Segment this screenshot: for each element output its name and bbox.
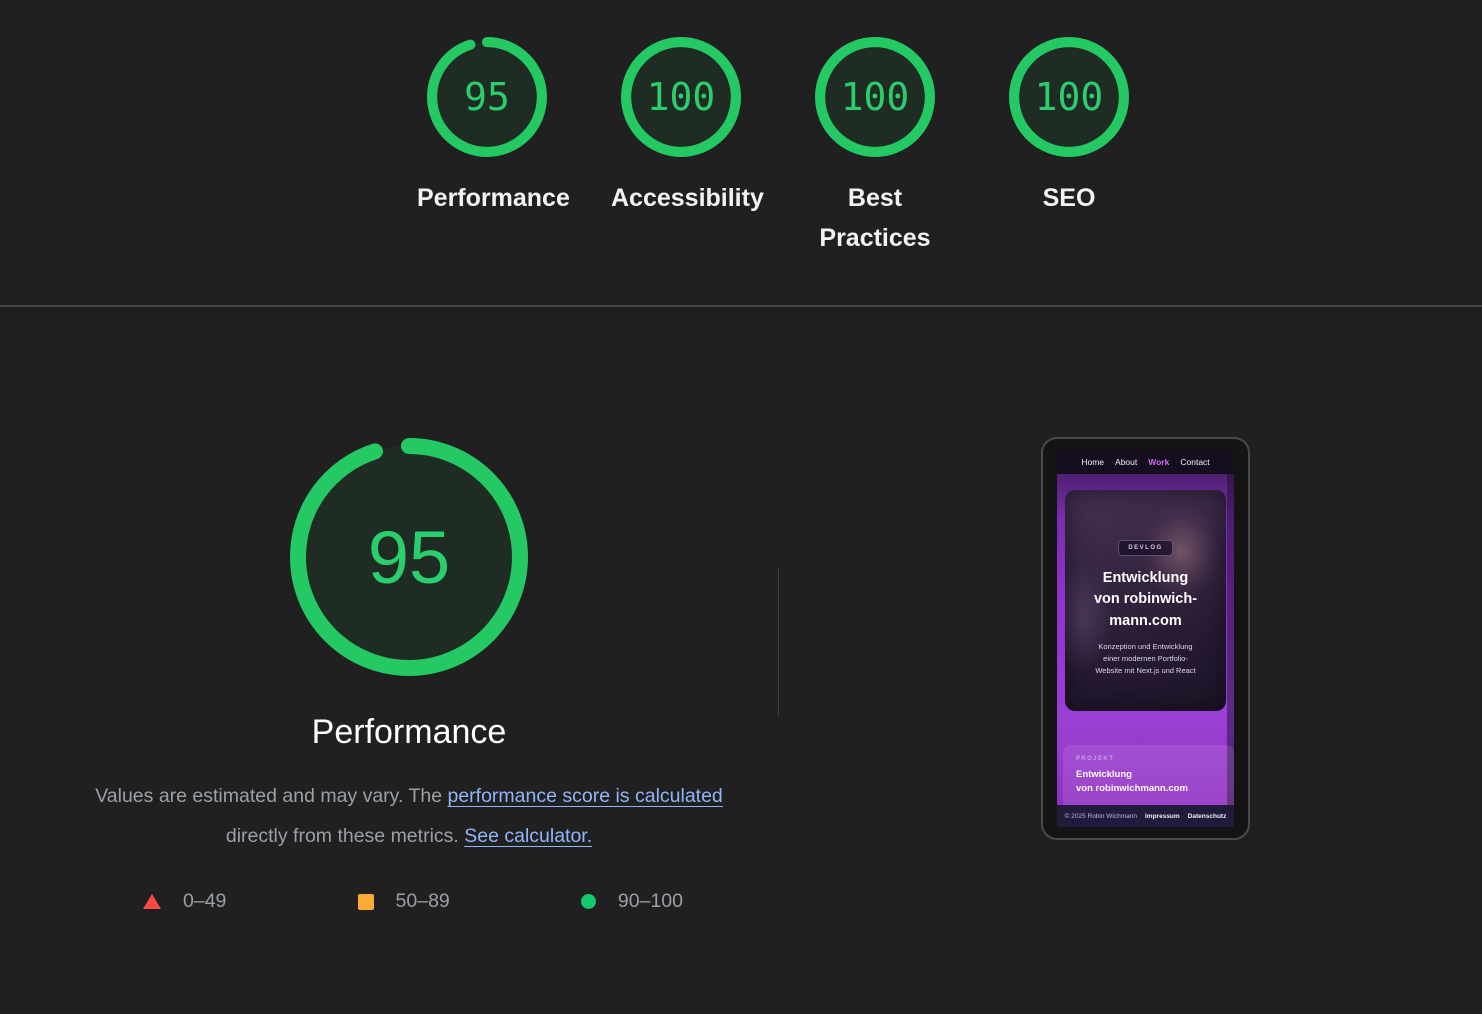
vertical-divider [778,568,779,716]
thumbnail-scrollbar [1227,474,1234,811]
fail-triangle-icon [143,894,161,909]
performance-big-score-value: 95 [367,515,451,599]
thumbnail-copyright: © 2025 Robin Wichmann [1064,812,1137,820]
accessibility-score-value: 100 [646,75,716,119]
summary-gauge-best-practices[interactable]: 100 Best Practices [778,36,972,258]
final-screenshot-thumbnail[interactable]: Home About Work Contact DEVLOG Entwicklu… [1041,437,1250,840]
performance-label: Performance [417,184,570,212]
fail-range-label: 0–49 [183,890,227,912]
accessibility-score-gauge: 100 [620,36,742,158]
thumbnail-hero-title: Entwicklung von robinwich- mann.com [1093,570,1198,629]
thumbnail-hero-subtitle: Konzeption und Entwicklung einer moderne… [1095,642,1196,676]
description-text-2: directly from these metrics. [225,825,465,847]
thumbnail-nav-about: About [1115,457,1138,467]
thumbnail-nav: Home About Work Contact [1057,450,1234,474]
score-summary-row: 95 Performance 100 Accessibility 100 [390,36,1166,258]
thumbnail-screen: Home About Work Contact DEVLOG Entwicklu… [1057,450,1234,827]
summary-gauge-accessibility[interactable]: 100 Accessibility [584,36,778,258]
performance-score-value: 95 [464,75,510,119]
thumbnail-nav-home: Home [1081,457,1105,467]
thumbnail-nav-work: Work [1148,457,1170,467]
thumbnail-hero-card: DEVLOG Entwicklung von robinwich- mann.c… [1065,490,1226,711]
category-description: Values are estimated and may vary. The p… [79,776,739,856]
performance-category-header: 95 Performance Values are estimated and … [79,437,739,913]
average-square-icon [357,893,374,910]
thumbnail-footer: © 2025 Robin Wichmann Impressum Datensch… [1057,805,1234,827]
legend-average-range: 50–89 [357,890,450,913]
section-divider [0,305,1482,307]
score-scale-legend: 0–49 50–89 90–100 [143,890,683,913]
pass-circle-icon [580,894,596,909]
thumbnail-project-panel: PROJEKT Entwicklung von robinwichmann.co… [1063,744,1234,805]
devlog-badge: DEVLOG [1118,540,1173,556]
category-title: Performance [311,713,507,751]
summary-gauge-performance[interactable]: 95 Performance [390,36,584,258]
best-practices-score-gauge: 100 [814,36,936,158]
legend-fail-range: 0–49 [143,890,226,913]
thumbnail-project-label: PROJEKT [1076,755,1115,762]
description-text-1: Values are estimated and may vary. The [95,785,448,807]
seo-score-gauge: 100 [1008,36,1130,158]
performance-score-calculated-link[interactable]: performance score is calculated [447,785,723,807]
thumbnail-project-title: Entwicklung von robinwichmann.com [1076,768,1188,794]
thumbnail-impressum-link: Impressum [1145,812,1180,820]
thumbnail-datenschutz-link: Datenschutz [1187,812,1227,820]
best-practices-label: Best Practices [819,184,931,252]
seo-label: SEO [1042,184,1096,212]
performance-big-gauge: 95 [289,437,529,677]
thumbnail-nav-contact: Contact [1180,457,1210,467]
average-range-label: 50–89 [395,890,450,912]
best-practices-score-value: 100 [840,75,910,119]
seo-score-value: 100 [1034,75,1104,119]
see-calculator-link[interactable]: See calculator. [464,825,593,847]
pass-range-label: 90–100 [617,890,683,912]
summary-gauge-seo[interactable]: 100 SEO [972,36,1166,258]
accessibility-label: Accessibility [611,184,764,212]
performance-score-gauge: 95 [426,36,548,158]
legend-pass-range: 90–100 [580,890,683,913]
